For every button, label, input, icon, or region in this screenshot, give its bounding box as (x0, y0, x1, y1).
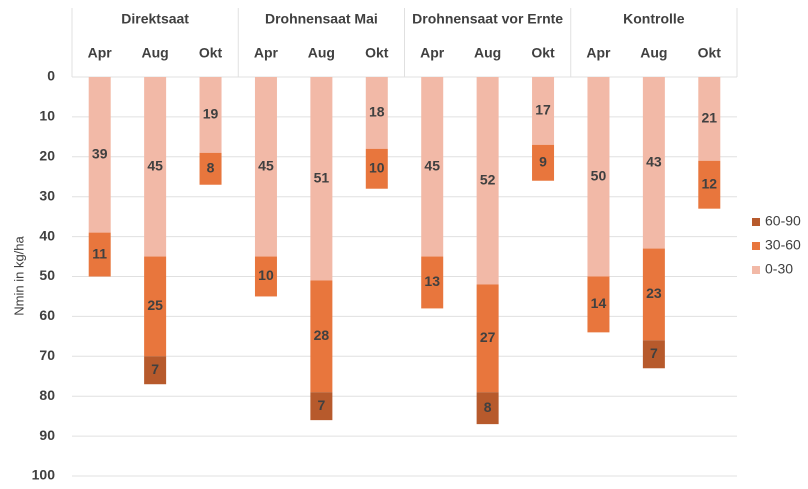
legend-swatch (752, 242, 760, 250)
x-tick-label: Aug (640, 45, 667, 61)
y-tick-label: 0 (47, 68, 55, 84)
data-label: 10 (369, 159, 385, 175)
data-label: 23 (646, 285, 662, 301)
data-label: 7 (650, 345, 658, 361)
x-tick-label: Aug (142, 45, 169, 61)
data-label: 8 (207, 159, 215, 175)
x-tick-label: Apr (88, 45, 113, 61)
y-tick-label: 20 (39, 148, 55, 164)
legend-label: 60-90 (765, 213, 801, 229)
data-label: 13 (424, 273, 440, 289)
bar-segment (310, 280, 333, 393)
data-label: 18 (369, 104, 385, 120)
y-axis-label: Nmin in kg/ha (11, 235, 26, 315)
bar-segment (421, 77, 444, 257)
bar-segment (144, 356, 167, 385)
group-label: Direktsaat (121, 11, 189, 27)
y-tick-label: 30 (39, 187, 55, 203)
group-label: Drohnensaat Mai (265, 11, 378, 27)
legend-label: 0-30 (765, 261, 793, 277)
legend-swatch (752, 218, 760, 226)
x-tick-label: Apr (586, 45, 611, 61)
bar-segment (254, 77, 277, 257)
legend-swatch (752, 266, 760, 274)
data-label: 7 (317, 397, 325, 413)
y-tick-label: 50 (39, 267, 55, 283)
bar-segment (144, 77, 167, 257)
bar-segment (254, 256, 277, 297)
bar-segment (698, 77, 721, 161)
bar-segment (642, 77, 665, 249)
bar-segment (532, 144, 555, 181)
x-tick-label: Apr (420, 45, 445, 61)
y-tick-label: 70 (39, 347, 55, 363)
data-label: 21 (702, 110, 718, 126)
x-tick-label: Aug (308, 45, 335, 61)
bar-segment (476, 77, 499, 285)
data-label: 8 (484, 399, 492, 415)
data-label: 7 (151, 361, 159, 377)
bar-segment (199, 77, 222, 153)
bar-segment (476, 284, 499, 393)
bar-segment (476, 392, 499, 425)
bar-segment (532, 77, 555, 145)
data-label: 17 (535, 102, 551, 118)
bar-segment (421, 256, 444, 309)
x-tick-label: Okt (698, 45, 722, 61)
y-tick-label: 10 (39, 108, 55, 124)
data-label: 11 (92, 245, 107, 261)
data-label: 10 (258, 267, 274, 283)
bar-segment (88, 232, 111, 277)
data-label: 39 (92, 146, 108, 162)
x-tick-label: Okt (199, 45, 223, 61)
y-tick-label: 90 (39, 427, 55, 443)
group-label: Drohnensaat vor Ernte (412, 11, 563, 27)
x-tick-label: Apr (254, 45, 279, 61)
bar-segment (642, 248, 665, 341)
bar-segment (365, 77, 388, 149)
data-label: 14 (591, 295, 607, 311)
data-label: 52 (480, 171, 496, 187)
bar-segment (88, 77, 111, 233)
data-label: 12 (702, 175, 718, 191)
data-label: 28 (314, 327, 330, 343)
data-label: 19 (203, 106, 219, 122)
data-label: 25 (147, 297, 163, 313)
bar-segment (310, 77, 333, 281)
data-label: 9 (539, 153, 547, 169)
data-label: 27 (480, 329, 496, 345)
y-tick-label: 40 (39, 227, 55, 243)
bar-segment (310, 392, 333, 421)
data-label: 45 (147, 157, 163, 173)
bar-segment (698, 160, 721, 209)
group-label: Kontrolle (623, 11, 685, 27)
data-label: 45 (424, 157, 440, 173)
y-tick-label: 60 (39, 307, 55, 323)
legend-label: 30-60 (765, 237, 801, 253)
data-label: 50 (591, 167, 607, 183)
data-label: 45 (258, 157, 274, 173)
data-label: 51 (314, 169, 330, 185)
bar-segment (144, 256, 167, 357)
bar-segment (587, 77, 610, 277)
y-tick-label: 100 (32, 467, 56, 483)
bar-segment (365, 148, 388, 189)
bar-segment (587, 276, 610, 333)
data-label: 43 (646, 153, 662, 169)
bar-segment (642, 340, 665, 369)
y-tick-label: 80 (39, 387, 55, 403)
x-tick-label: Okt (365, 45, 389, 61)
bar-segment (199, 152, 222, 185)
x-tick-label: Aug (474, 45, 501, 61)
x-tick-label: Okt (531, 45, 555, 61)
